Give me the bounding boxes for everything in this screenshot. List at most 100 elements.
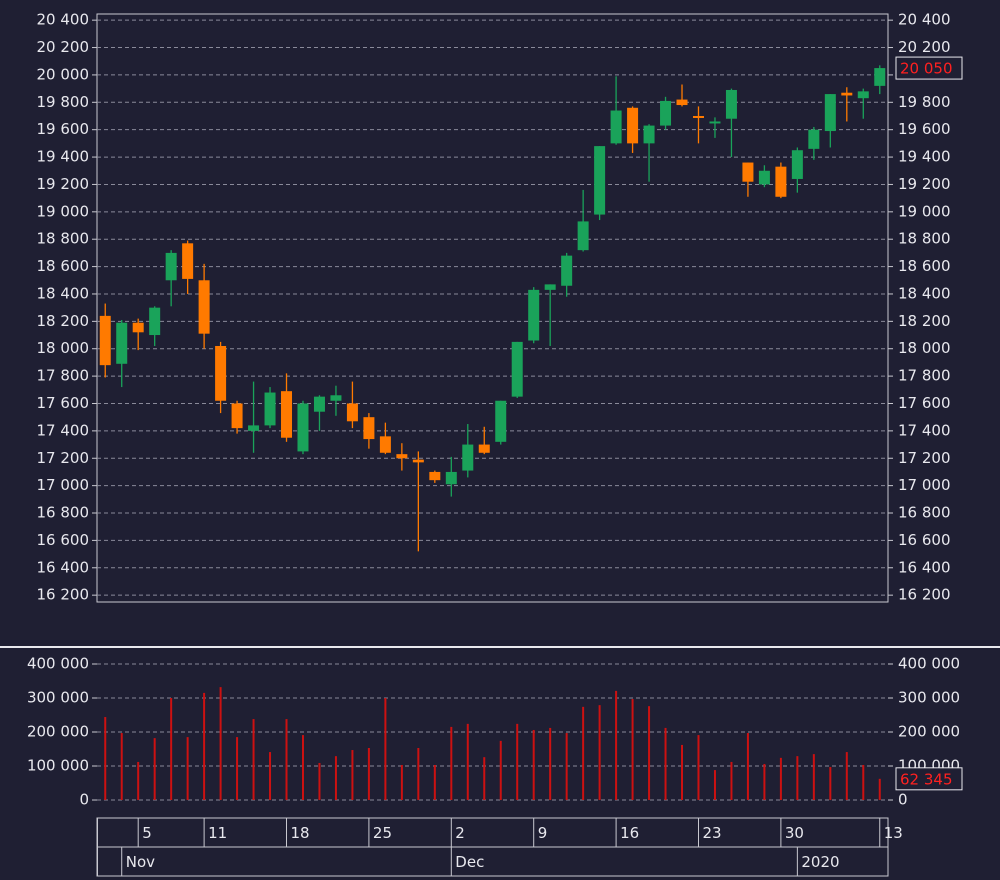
last-value-box [895, 767, 963, 791]
y-tick-label: 18 600 [37, 257, 90, 275]
candle-body [182, 243, 194, 279]
volume-bar [615, 690, 618, 801]
candle-body [841, 92, 853, 96]
volume-bar [351, 750, 354, 801]
volume-bar [104, 717, 107, 801]
y-tick-label: 18 800 [37, 230, 90, 248]
candle-body [528, 289, 540, 341]
candle-body [215, 345, 227, 401]
candle-body [758, 170, 770, 185]
y-tick-label: 200 000 [898, 723, 960, 741]
volume-bar [713, 770, 716, 801]
volume-bar [730, 761, 733, 801]
y-tick-label: 17 600 [898, 394, 951, 412]
candle-body [824, 94, 836, 132]
candle-body [445, 471, 457, 485]
volume-bar [170, 698, 173, 801]
candle-body [643, 125, 655, 144]
candle-body [149, 307, 161, 336]
y-tick-label: 20 400 [37, 11, 90, 29]
y-tick-label: 20 200 [898, 38, 951, 56]
candle-body [264, 392, 276, 426]
y-tick-label: 17 200 [37, 449, 90, 467]
y-tick-label: 16 600 [898, 531, 951, 549]
y-tick-label: 18 600 [898, 257, 951, 275]
candle-body [594, 146, 606, 215]
candle-body [429, 471, 441, 481]
y-tick-label: 17 400 [898, 421, 951, 439]
last-value-box [895, 56, 963, 80]
candle-body [412, 459, 424, 463]
volume-bar [203, 692, 206, 801]
y-tick-label: 19 200 [898, 175, 951, 193]
x-tick-label: 23 [702, 824, 721, 842]
y-tick-label: 17 200 [898, 449, 951, 467]
candle-body [281, 391, 293, 438]
y-tick-label: 19 000 [898, 202, 951, 220]
volume-bar [269, 752, 272, 801]
volume-bar [301, 735, 304, 801]
y-tick-label: 20 000 [37, 65, 90, 83]
last-value-label: 20 050 [900, 60, 953, 78]
volume-bar [697, 735, 700, 801]
y-tick-label: 19 000 [37, 202, 90, 220]
month-label: Dec [455, 853, 484, 871]
volume-bar [565, 733, 568, 801]
y-tick-label: 19 400 [898, 148, 951, 166]
volume-bar [845, 752, 848, 801]
month-label: 2020 [801, 853, 839, 871]
y-tick-label: 17 000 [37, 476, 90, 494]
y-tick-label: 18 800 [898, 230, 951, 248]
y-tick-label: 0 [79, 791, 89, 809]
x-tick-label: 13 [884, 824, 903, 842]
candle-body [857, 91, 869, 99]
volume-bar [466, 723, 469, 801]
candle-body [676, 99, 688, 106]
y-tick-label: 16 200 [37, 586, 90, 604]
y-tick-label: 400 000 [898, 655, 960, 673]
candle-body [544, 284, 556, 290]
y-tick-label: 19 600 [898, 120, 951, 138]
candle-body [462, 444, 474, 471]
y-tick-label: 17 800 [898, 367, 951, 385]
candle-body [198, 280, 210, 334]
y-tick-label: 18 200 [37, 312, 90, 330]
plot-frame [96, 13, 889, 603]
candle-body [313, 396, 325, 412]
volume-bar [318, 762, 321, 801]
y-tick-label: 18 400 [898, 284, 951, 302]
volume-bar [285, 719, 288, 801]
x-tick-label: 5 [142, 824, 152, 842]
y-tick-label: 17 400 [37, 421, 90, 439]
candle-body [775, 166, 787, 197]
volume-bar [681, 744, 684, 801]
candle-body [610, 110, 622, 144]
candle-body [231, 403, 243, 429]
x-tick-label: 16 [620, 824, 639, 842]
y-tick-label: 19 800 [37, 93, 90, 111]
y-tick-label: 0 [898, 791, 908, 809]
candle-body [363, 417, 375, 440]
y-tick-label: 19 600 [37, 120, 90, 138]
candle-body [660, 100, 672, 126]
y-tick-label: 19 800 [898, 93, 951, 111]
volume-bar [153, 738, 156, 801]
candle-body [692, 115, 704, 118]
candle-body [709, 121, 721, 124]
volume-bar [516, 723, 519, 801]
y-tick-label: 17 000 [898, 476, 951, 494]
x-tick-label: 11 [208, 824, 227, 842]
y-tick-label: 20 400 [898, 11, 951, 29]
volume-bar [483, 757, 486, 801]
candle-body [495, 400, 507, 442]
month-label: Nov [126, 853, 155, 871]
x-tick-label: 9 [538, 824, 548, 842]
candle-body [725, 89, 737, 119]
volume-bar [219, 687, 222, 801]
volume-bar [137, 761, 140, 801]
y-tick-label: 18 400 [37, 284, 90, 302]
volume-bar [796, 756, 799, 801]
volume-bar [236, 737, 239, 801]
y-tick-label: 19 400 [37, 148, 90, 166]
volume-bar [582, 706, 585, 801]
